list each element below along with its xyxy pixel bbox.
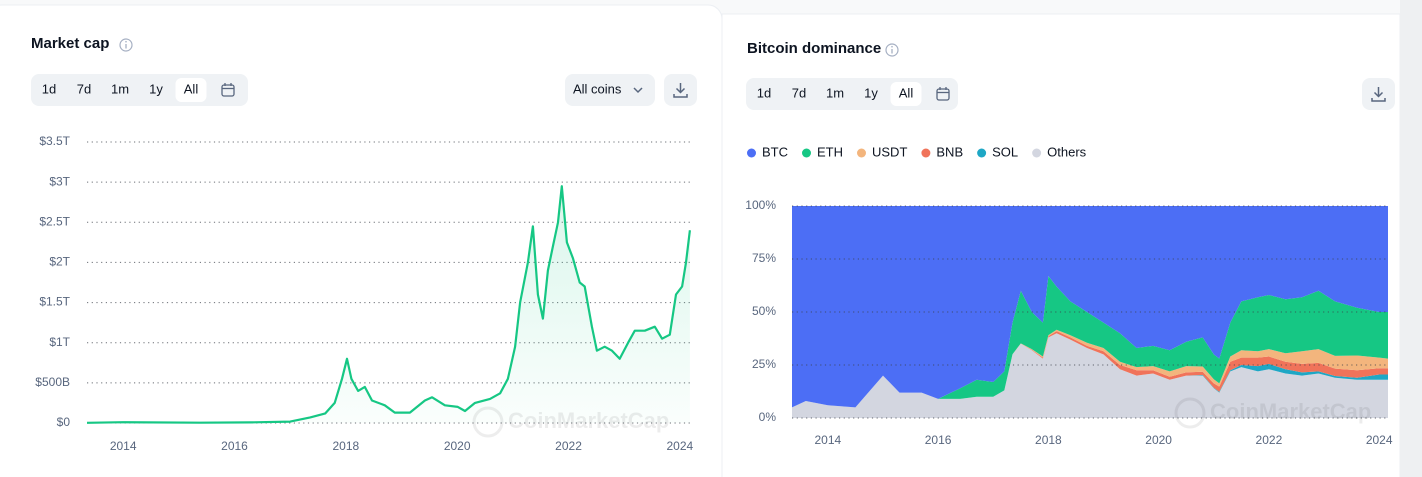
watermark: CoinMarketCap (1174, 397, 1371, 429)
range-button[interactable]: All (890, 82, 922, 106)
range-button-label[interactable]: 1m (826, 85, 844, 100)
range-button[interactable]: 1m (826, 85, 844, 100)
legend-label: BTC (762, 144, 788, 159)
y-tick-label: $1T (49, 335, 70, 349)
legend-swatch (977, 148, 987, 158)
range-button[interactable]: 1y (149, 81, 163, 96)
legend-swatch (921, 148, 931, 158)
y-tick-label: 75% (752, 251, 776, 265)
calendar-icon[interactable] (221, 84, 235, 97)
coin-filter-label[interactable]: All coins (573, 81, 622, 96)
legend-label: USDT (872, 144, 907, 159)
area-fill (87, 186, 690, 423)
area (792, 333, 1388, 418)
range-button[interactable]: 1y (864, 85, 878, 100)
range-button-label[interactable]: 1m (111, 81, 129, 96)
x-tick-label: 2020 (1145, 433, 1172, 447)
x-tick-label: 2020 (444, 439, 471, 453)
range-selector-bg (31, 74, 248, 106)
range-button[interactable]: 1d (757, 85, 771, 100)
range-button-active[interactable] (890, 82, 922, 106)
range-button[interactable]: 1d (42, 81, 56, 96)
range-selector-bg (746, 78, 958, 110)
x-tick-label: 2016 (221, 439, 248, 453)
range-button-label[interactable]: 1d (42, 81, 56, 96)
y-tick-label: 50% (752, 304, 776, 318)
line (86, 185, 691, 424)
legend-swatch (747, 148, 756, 158)
range-button-label[interactable]: 7d (792, 85, 806, 100)
area (792, 329, 1388, 408)
legend-label: SOL (992, 144, 1018, 159)
coin-filter[interactable]: All coins (565, 74, 655, 106)
y-tick-label: $1.5T (39, 295, 70, 309)
range-button[interactable]: All (175, 78, 207, 102)
calendar-icon[interactable] (936, 88, 950, 101)
y-tick-label: 25% (752, 357, 776, 371)
x-tick-label: 2016 (925, 433, 952, 447)
y-tick-label: $0 (57, 415, 71, 429)
card-title: Market cap (31, 35, 109, 52)
card-title: Bitcoin dominance (747, 40, 881, 57)
x-tick-label: 2024 (667, 439, 694, 453)
x-tick-label: 2014 (814, 433, 841, 447)
legend-label: Others (1047, 144, 1087, 159)
scroll-strip (1400, 0, 1422, 477)
legend-label: ETH (817, 144, 843, 159)
range-button-active[interactable] (175, 78, 207, 102)
area (792, 206, 1388, 408)
x-tick-label: 2022 (1256, 433, 1283, 447)
info-icon[interactable] (885, 43, 899, 57)
download-button[interactable] (1362, 78, 1395, 110)
info-icon[interactable] (119, 38, 133, 52)
range-button-label[interactable]: All (184, 81, 199, 96)
x-tick-label: 2018 (1035, 433, 1062, 447)
y-tick-label: $2T (49, 255, 70, 269)
watermark-text: CoinMarketCap (1210, 399, 1371, 424)
y-tick-label: $2.5T (39, 214, 70, 228)
legend-swatch (1032, 148, 1042, 158)
range-button-label[interactable]: 1d (757, 85, 771, 100)
area (792, 276, 1388, 408)
y-tick-label: $3.5T (39, 134, 70, 148)
range-button[interactable]: 1m (111, 81, 129, 96)
range-button-label[interactable]: 1y (149, 81, 163, 96)
legend-label: BNB (936, 144, 963, 159)
watermark-logo (1174, 397, 1206, 429)
range-button[interactable]: 7d (77, 81, 91, 96)
download-button[interactable] (664, 74, 697, 106)
x-tick-label: 2024 (1366, 433, 1393, 447)
y-tick-label: $500B (35, 375, 70, 389)
y-tick-label: $3T (49, 174, 70, 188)
range-selector: 1d 7d 1m 1y All (31, 74, 248, 106)
range-button-label[interactable]: 1y (864, 85, 878, 100)
calendar-button[interactable] (221, 83, 235, 97)
y-tick-label: 0% (759, 410, 777, 424)
legend-swatch (802, 148, 811, 158)
calendar-button[interactable] (936, 87, 950, 101)
x-tick-label: 2018 (333, 439, 360, 453)
legend-swatch (857, 148, 866, 158)
x-tick-label: 2022 (555, 439, 582, 453)
range-button-label[interactable]: All (899, 85, 914, 100)
range-button[interactable]: 7d (792, 85, 806, 100)
y-tick-label: 100% (745, 198, 776, 212)
x-tick-label: 2014 (110, 439, 137, 453)
range-selector: 1d 7d 1m 1y All (746, 78, 958, 110)
range-button-label[interactable]: 7d (77, 81, 91, 96)
